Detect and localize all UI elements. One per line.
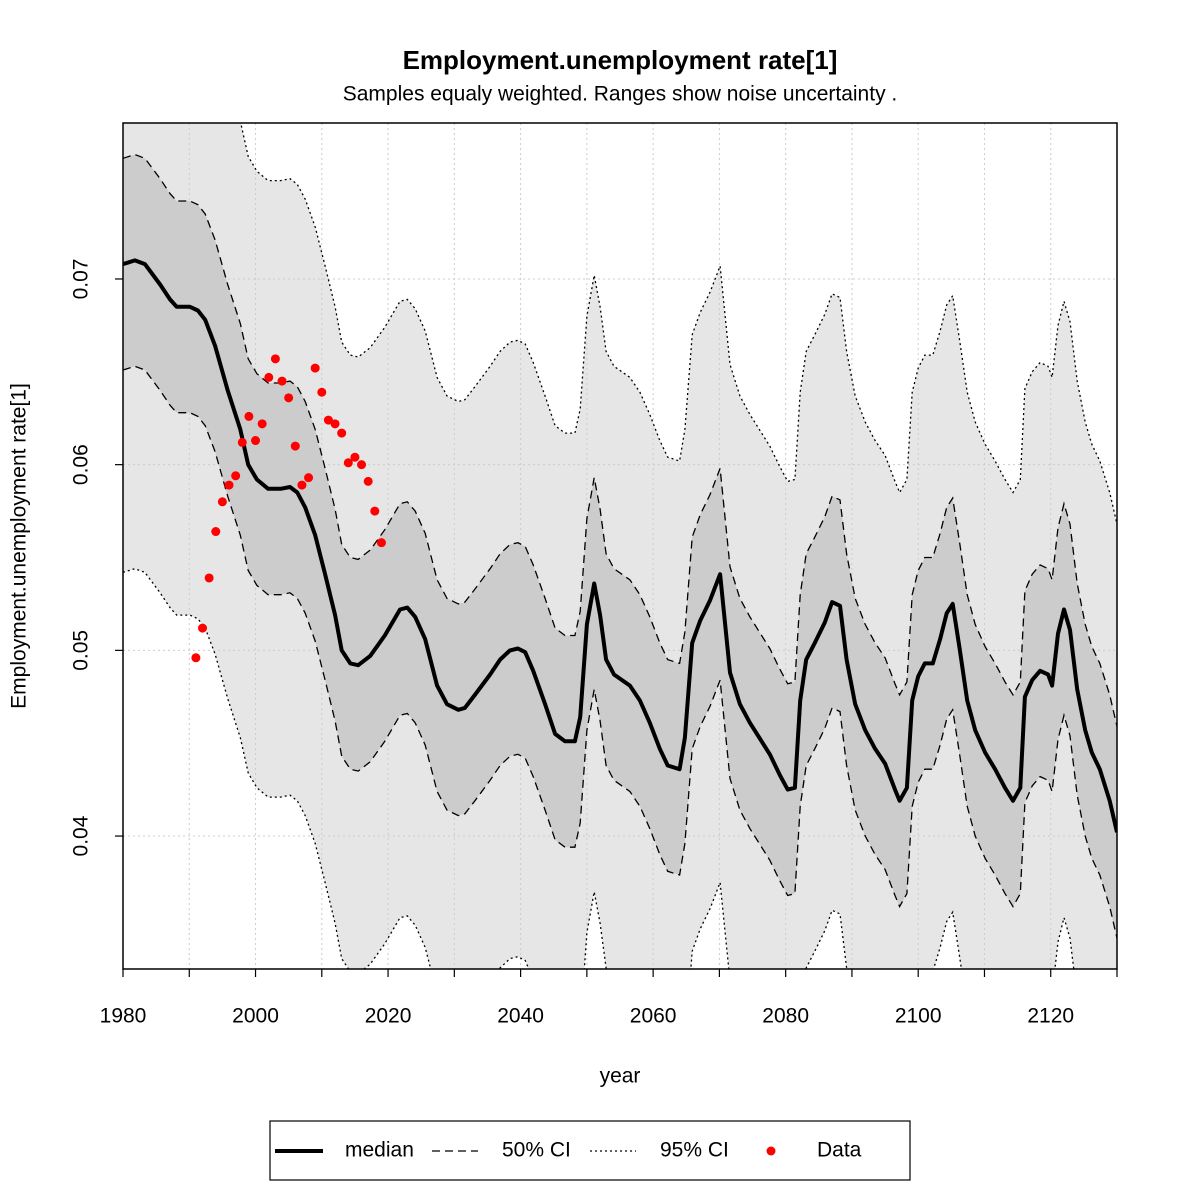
data-point [357, 460, 367, 470]
x-tick-label: 2040 [497, 1005, 544, 1028]
x-axis-label: year [600, 1065, 641, 1088]
x-tick-label: 2000 [232, 1005, 279, 1028]
y-tick-label: 0.05 [70, 630, 93, 671]
x-tick-label: 2080 [762, 1005, 809, 1028]
median-line [123, 258, 1117, 833]
data-point [217, 497, 227, 507]
x-tick-label: 2020 [365, 1005, 412, 1028]
data-point [251, 436, 261, 446]
x-tick-label: 1980 [100, 1005, 147, 1028]
x-tick-label: 2060 [630, 1005, 677, 1028]
legend-label: 95% CI [660, 1139, 729, 1162]
legend: median 50% CI 95% CI Data [275, 1139, 862, 1162]
data-point [290, 441, 300, 451]
data-point [277, 376, 287, 386]
data-point [376, 538, 386, 548]
data-point [270, 354, 280, 364]
bands [123, 123, 1117, 969]
band-area [123, 154, 1117, 939]
axes: 1980 2000 2020 2040 2060 2080 2100 2120 0.04 0.05… [70, 259, 1118, 1028]
data-point [284, 393, 294, 403]
legend-label: median [345, 1139, 414, 1162]
data-point [343, 458, 353, 468]
chart-title: Employment.unemployment rate[1] [403, 45, 838, 75]
data-point [337, 428, 347, 438]
data-point [363, 476, 373, 486]
chart-subtitle: Samples equaly weighted. Ranges show noi… [343, 83, 898, 106]
y-tick-label: 0.07 [70, 259, 93, 300]
data-point [198, 623, 208, 633]
band-upper-line [123, 153, 1117, 727]
band-lower-line [123, 365, 1117, 939]
plot-frame [122, 122, 1118, 970]
y-axis-label: Employment.unemployment rate[1] [8, 383, 31, 709]
band-lower-line [123, 568, 1075, 969]
data-point [323, 415, 333, 425]
legend-label: Data [817, 1139, 862, 1162]
y-tick-label: 0.06 [70, 444, 93, 485]
data-point [191, 653, 201, 663]
data-point [244, 411, 254, 421]
lines [123, 123, 1117, 969]
data-point [211, 527, 221, 537]
x-tick-label: 2100 [895, 1005, 942, 1028]
data-point [304, 473, 314, 483]
legend-label: 50% CI [502, 1139, 571, 1162]
data-point [264, 372, 274, 382]
y-tick-label: 0.04 [70, 815, 93, 856]
band-upper-line [240, 123, 1117, 525]
x-tick-label: 2120 [1027, 1005, 1074, 1028]
data-point [310, 363, 320, 373]
legend-swatch [766, 1146, 776, 1156]
data-point [237, 437, 247, 447]
data-point [231, 471, 241, 481]
data-point [224, 480, 234, 490]
data-point [370, 506, 380, 516]
data-point [257, 419, 267, 429]
data-point [317, 387, 327, 397]
data-point [350, 452, 360, 462]
data-point [330, 419, 340, 429]
data-point [297, 480, 307, 490]
data-point [204, 573, 214, 583]
